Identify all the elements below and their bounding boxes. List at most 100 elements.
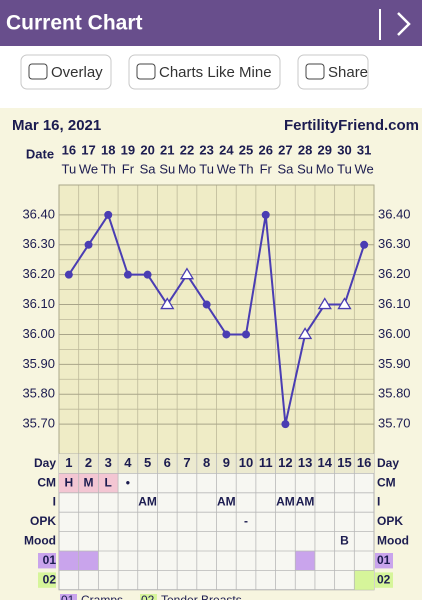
cell-fill (59, 473, 79, 493)
x-tick-label: 16 (62, 142, 76, 157)
row-label-right: OPK (377, 514, 403, 528)
point-marker (84, 240, 93, 249)
day-number: 1 (65, 455, 72, 470)
row-label-right: 02 (377, 572, 391, 586)
legend-code: 01 (61, 593, 75, 600)
x-tick-label: 20 (140, 142, 154, 157)
point-marker (123, 270, 132, 279)
point-marker (160, 297, 175, 310)
cell-text: AM (217, 495, 236, 509)
row-label: Mood (24, 533, 56, 547)
x-tick-label: 31 (357, 142, 371, 157)
weekday-label: Tu (199, 161, 214, 176)
weekday-label: Mo (178, 161, 196, 176)
x-label: Date (26, 146, 54, 161)
y-tick-label-right: 36.20 (378, 266, 411, 281)
chart-date: Mar 16, 2021 (12, 117, 101, 134)
day-number: 16 (357, 455, 371, 470)
button-label: Charts Like Mine (159, 64, 272, 81)
y-tick-label-right: 36.40 (378, 206, 411, 221)
cell-fill (78, 551, 99, 571)
y-tick-label: 36.40 (22, 206, 55, 221)
day-number: 15 (337, 455, 351, 470)
weekday-label: Mo (316, 161, 334, 176)
cell-text: L (105, 475, 112, 489)
y-tick-label-right: 35.80 (378, 386, 411, 401)
row-label-right: CM (377, 475, 396, 489)
row-label-right: 01 (377, 553, 391, 567)
day-number: 3 (105, 455, 112, 470)
day-number: 7 (183, 455, 190, 470)
day-number: 12 (278, 455, 292, 470)
cell-text: H (65, 475, 74, 489)
point-marker (202, 300, 211, 309)
chart-source: FertilityFriend.com (284, 117, 419, 134)
x-tick-label: 23 (199, 142, 213, 157)
weekday-label: Tu (61, 161, 76, 176)
row-label-right: Day (377, 456, 399, 470)
point-marker (297, 327, 313, 340)
cell-text: AM (138, 495, 157, 509)
row-label: Day (34, 456, 56, 470)
legend-text: Cramps (81, 593, 123, 600)
weekday-label: Sa (277, 161, 294, 176)
weekday-label: Fr (260, 161, 273, 176)
cell-fill (98, 473, 119, 493)
button-icon (28, 63, 48, 80)
row-label-bg (375, 572, 393, 588)
point-marker (143, 270, 152, 279)
point-marker (317, 297, 332, 310)
row-label-bg (38, 553, 56, 569)
cell-text: AM (296, 495, 315, 509)
weekday-label: Su (159, 161, 175, 176)
y-tick-label-right: 36.30 (378, 236, 411, 251)
row-label: CM (37, 475, 56, 489)
legend-text: Tender Breasts (161, 593, 242, 600)
cell-fill (78, 473, 99, 493)
cell-text: - (244, 514, 248, 528)
x-tick-label: 22 (180, 142, 194, 157)
button-label: Overlay (51, 64, 103, 81)
cell-text: AM (276, 495, 295, 509)
y-tick-label-right: 36.10 (378, 296, 411, 311)
temperature-line (68, 212, 366, 425)
weekday-label: We (217, 161, 236, 176)
y-tick-label: 36.00 (22, 326, 55, 341)
row-label-right: I (377, 495, 380, 509)
next-button[interactable] (397, 12, 411, 36)
row-label: 02 (43, 572, 57, 586)
day-number: 8 (203, 455, 210, 470)
legend-code-bg (140, 594, 157, 600)
day-number: 14 (318, 455, 333, 470)
cell-fill (59, 551, 79, 571)
day-number: 5 (144, 455, 151, 470)
x-tick-label: 17 (81, 142, 95, 157)
x-tick-label: 29 (318, 142, 332, 157)
button[interactable] (128, 54, 281, 90)
legend-code-bg (60, 594, 77, 600)
day-number: 4 (124, 455, 132, 470)
y-tick-label: 35.80 (22, 386, 55, 401)
day-number: 10 (239, 455, 253, 470)
point-marker (64, 270, 73, 279)
y-tick-label-right: 35.90 (378, 356, 411, 371)
cell-text: B (340, 533, 349, 547)
button-icon (136, 63, 156, 80)
day-number: 13 (298, 455, 312, 470)
header-bar (0, 0, 422, 46)
y-tick-label-right: 36.00 (378, 326, 411, 341)
y-tick-label: 36.20 (22, 266, 55, 281)
cell-fill (295, 551, 315, 571)
x-tick-label: 27 (278, 142, 292, 157)
day-number: 6 (164, 455, 171, 470)
point-marker (360, 240, 369, 249)
x-tick-label: 19 (121, 142, 135, 157)
row-label-right: Mood (377, 533, 409, 547)
row-label-bg (38, 572, 56, 588)
x-tick-label: 28 (298, 142, 312, 157)
point-marker (242, 330, 251, 339)
y-tick-label-right: 35.70 (378, 416, 411, 431)
x-tick-label: 30 (337, 142, 351, 157)
y-tick-label: 36.30 (22, 236, 55, 251)
